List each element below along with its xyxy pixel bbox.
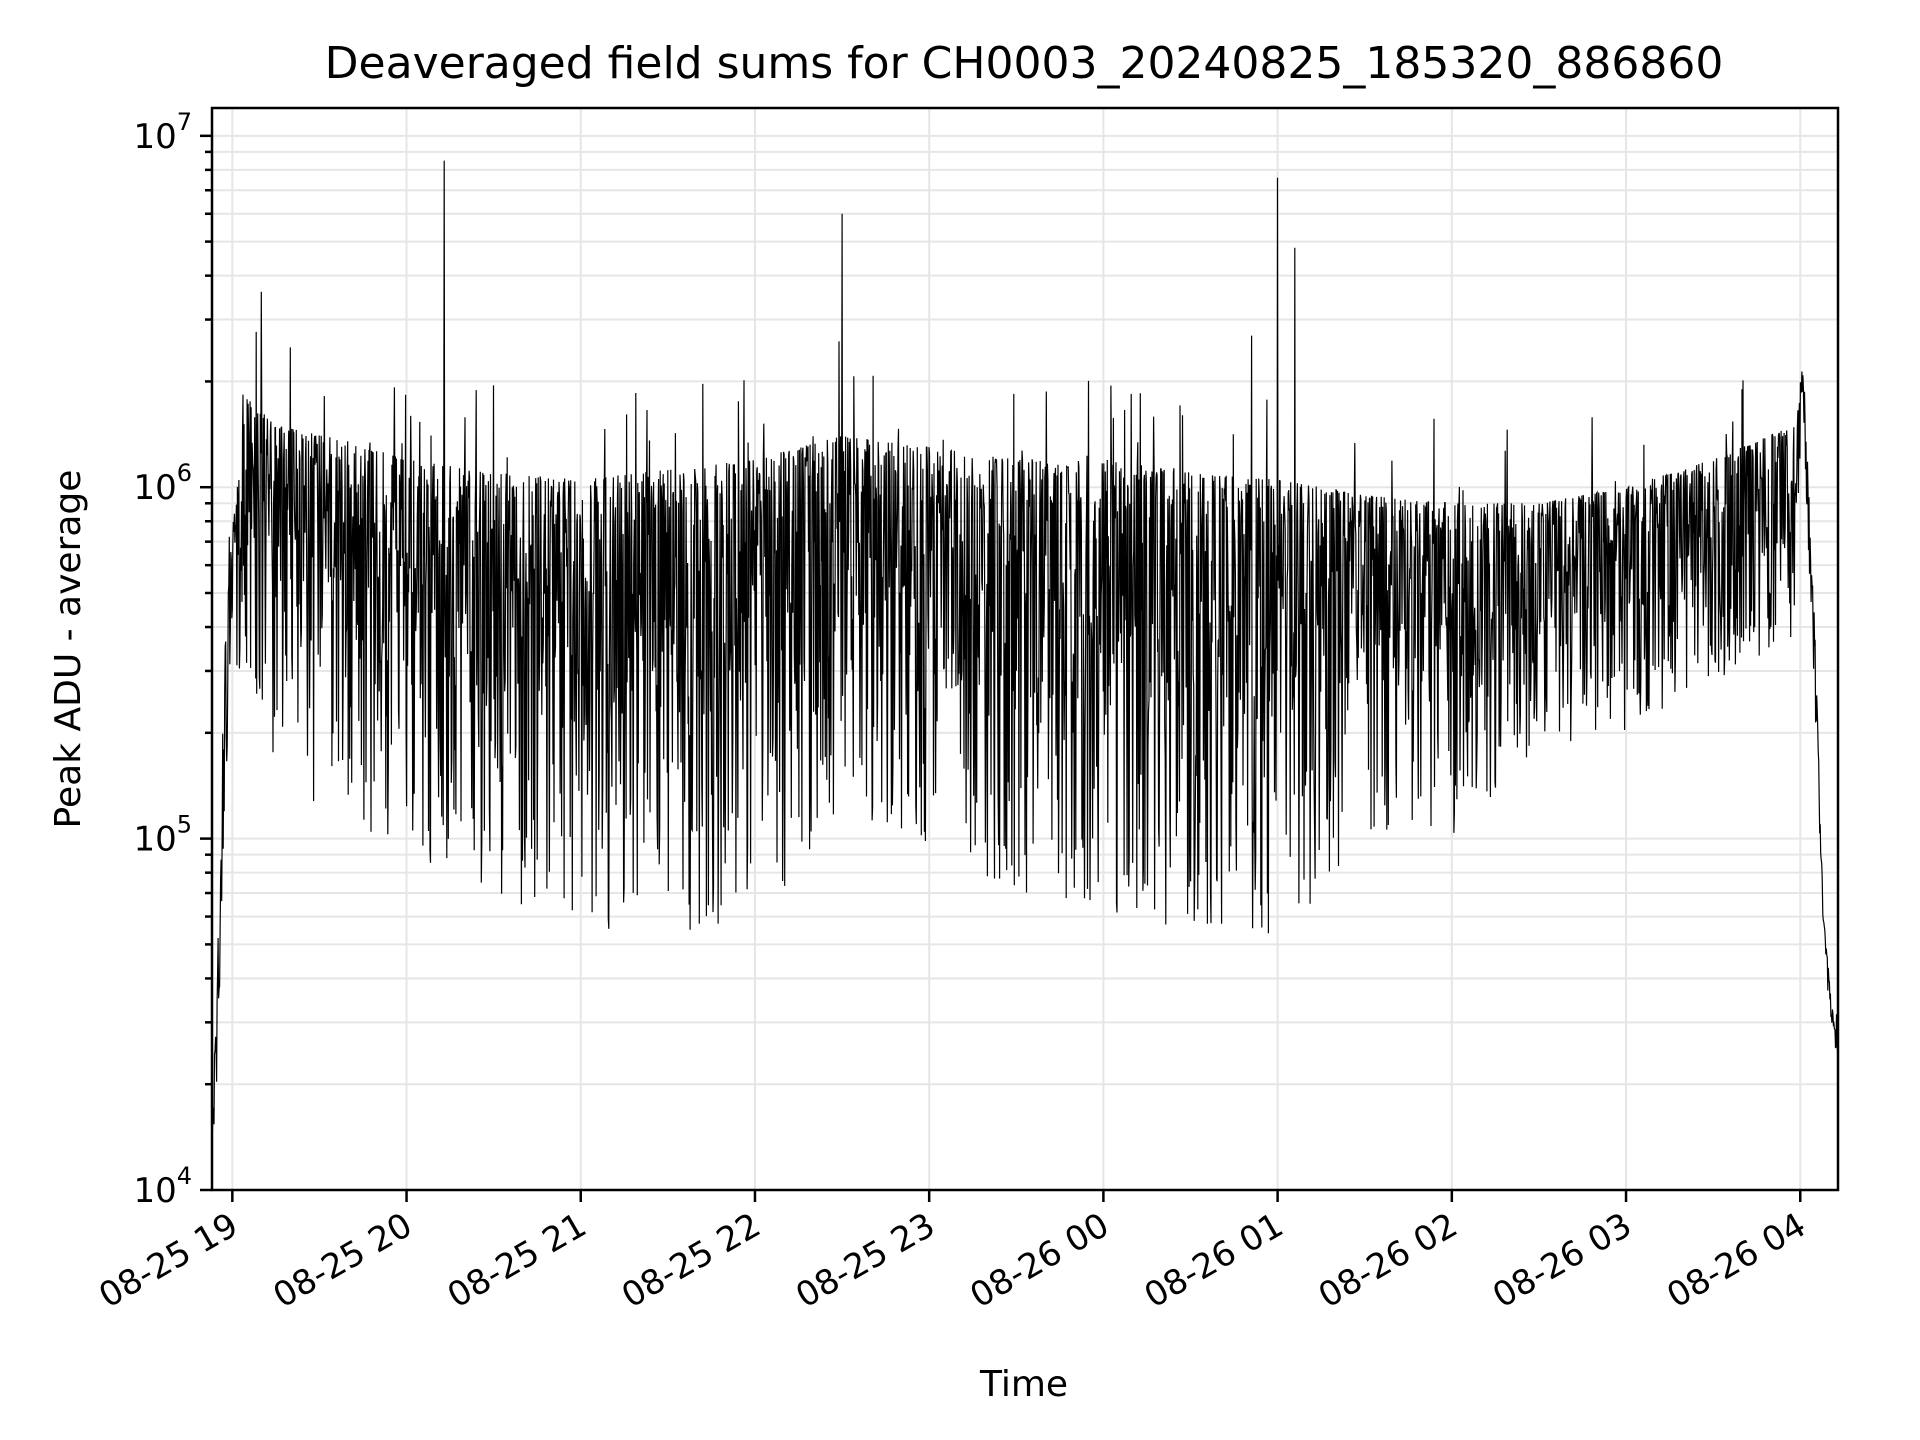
y-tick-exponent: 4 [177, 1162, 192, 1190]
y-tick-base: 10 [133, 117, 176, 157]
y-tick-label: 107 [133, 108, 192, 157]
x-axis-label: Time [979, 1364, 1068, 1405]
y-tick-exponent: 5 [177, 811, 192, 839]
y-tick-label: 105 [133, 811, 192, 860]
y-tick-label: 104 [133, 1162, 192, 1211]
y-tick-label: 106 [133, 459, 192, 508]
y-tick-base: 10 [133, 1171, 176, 1211]
y-tick-exponent: 6 [177, 459, 192, 487]
y-tick-base: 10 [133, 820, 176, 860]
plot-frame [210, 106, 1840, 1192]
y-axis-label: Peak ADU - average [48, 470, 89, 829]
chart-title: Deaveraged field sums for CH0003_2024082… [325, 38, 1724, 89]
y-tick-exponent: 7 [177, 108, 192, 136]
series-path [211, 160, 1839, 1147]
series-line [211, 160, 1839, 1147]
y-tick-base: 10 [133, 468, 176, 508]
